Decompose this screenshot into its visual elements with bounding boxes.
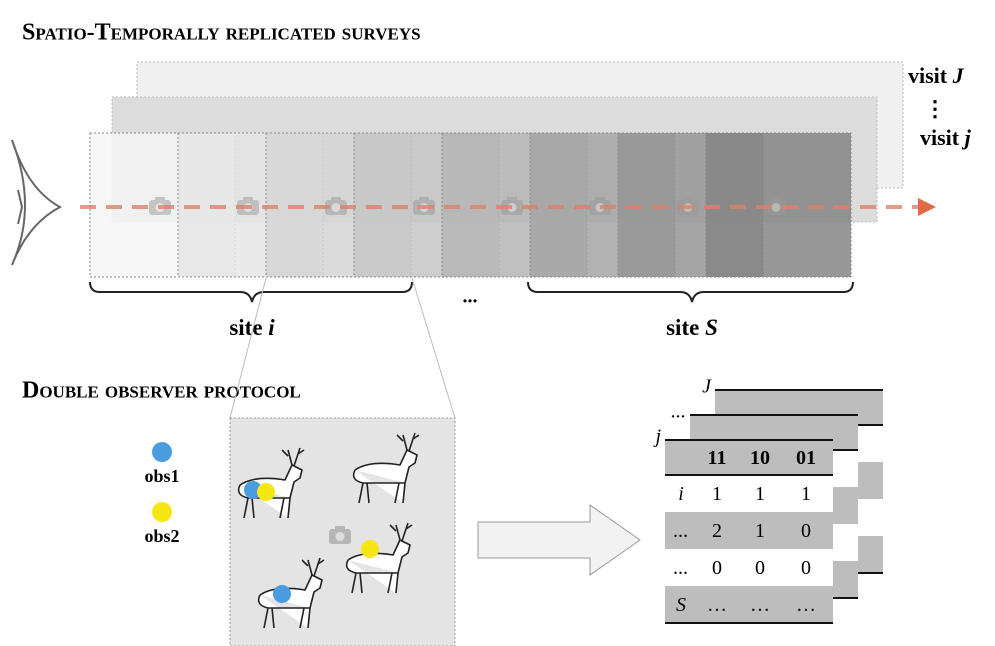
site-gap: ... xyxy=(463,286,478,308)
diagram: Spatio-Temporally replicated surveys vis… xyxy=(0,0,995,646)
table-cell: 1 xyxy=(801,483,811,505)
flight-arrowhead xyxy=(918,198,936,216)
table-cell: 2 xyxy=(712,520,722,542)
table-cell: … xyxy=(750,594,770,616)
table-cell: 1 xyxy=(755,520,765,542)
table-cell: 1 xyxy=(755,483,765,505)
table-row-label: ... xyxy=(674,557,689,579)
big-arrow xyxy=(478,505,640,575)
visit-dots: ⋮ xyxy=(924,96,946,121)
legend: obs1 obs2 xyxy=(144,442,179,546)
visit-label: visit j xyxy=(920,125,972,150)
bottom-title: Double observer protocol xyxy=(22,378,301,404)
table-header-cell: 11 xyxy=(708,447,727,469)
obs2-detection xyxy=(257,483,275,501)
observer-eye xyxy=(12,140,60,265)
table-header-cell: 01 xyxy=(796,447,816,469)
table-row-label: S xyxy=(676,594,686,616)
table-cell: … xyxy=(707,594,727,616)
legend-swatch xyxy=(152,442,172,462)
legend-label: obs2 xyxy=(144,526,179,546)
site-label: site i xyxy=(229,315,275,340)
table-row-label: ... xyxy=(674,520,689,542)
stack-label: J xyxy=(702,376,712,398)
stack-label: j xyxy=(652,426,661,448)
table-header-cell: 10 xyxy=(750,447,770,469)
site-label: site S xyxy=(666,315,718,340)
legend-label: obs1 xyxy=(144,466,179,486)
obs1-detection xyxy=(273,585,291,603)
visit-label: visit J xyxy=(908,63,965,88)
obs2-detection xyxy=(361,540,379,558)
brace xyxy=(528,282,853,302)
table-cell: 0 xyxy=(801,557,811,579)
legend-swatch xyxy=(152,502,172,522)
table-cell: … xyxy=(796,594,816,616)
table-cell: 0 xyxy=(712,557,722,579)
table-cell: 0 xyxy=(801,520,811,542)
stack-label: ... xyxy=(671,401,686,423)
top-title: Spatio-Temporally replicated surveys xyxy=(22,20,421,46)
table-cell: 0 xyxy=(755,557,765,579)
table-cell: 1 xyxy=(712,483,722,505)
brace xyxy=(90,282,412,302)
table-row-label: i xyxy=(678,483,684,505)
